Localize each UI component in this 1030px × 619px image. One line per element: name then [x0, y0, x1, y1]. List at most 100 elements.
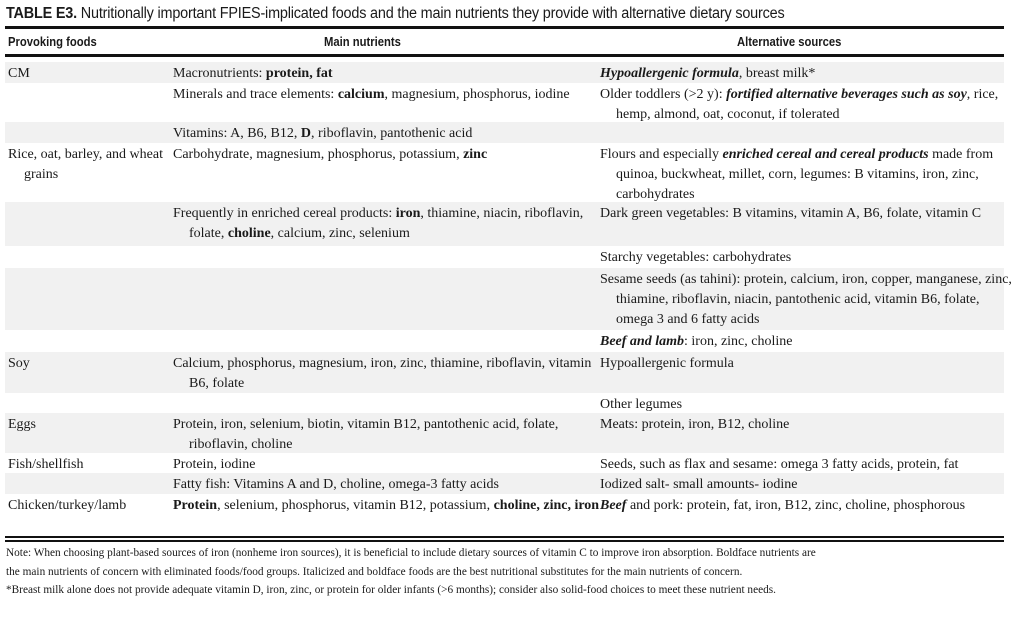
text-segment: Carbohydrate, magnesium, phosphorus, pot…	[173, 147, 464, 162]
text-segment: Protein, iodine	[173, 457, 256, 472]
text-segment: , calcium, zinc, selenium	[270, 226, 410, 241]
table-row: CM Macronutrients: protein, fat Hypoallerg…	[5, 62, 1004, 83]
table-row: Eggs Protein, iron, selenium, biotin, vit…	[5, 413, 1004, 453]
cell-provoking-food: Rice, oat, barley, and wheat grains	[8, 145, 174, 185]
table-notes: Note: When choosing plant-based sources …	[6, 544, 1006, 600]
table-row: Chicken/turkey/lamb Protein, selenium, ph…	[5, 494, 1004, 535]
text-segment: Macronutrients:	[173, 66, 266, 81]
text-segment: Hypoallergenic formula	[600, 356, 734, 371]
text-segment: Meats: protein, iron, B12, choline	[600, 417, 790, 432]
text-segment: iron	[395, 206, 421, 221]
cell-alternative-sources: Other legumes	[600, 395, 1020, 415]
text-segment: Protein	[173, 498, 218, 513]
table-row: Beef and lamb: iron, zinc, choline	[5, 330, 1004, 352]
text-segment: enriched cereal and cereal products	[722, 147, 929, 162]
table-title: TABLE E3. Nutritionally important FPIES-…	[6, 5, 785, 23]
table-row: Soy Calcium, phosphorus, magnesium, iron,…	[5, 352, 1004, 393]
text-segment: Sesame seeds (as tahini): protein, calci…	[600, 272, 1012, 327]
text-segment: protein, fat	[265, 66, 333, 81]
text-segment: : iron, zinc, choline	[684, 334, 793, 349]
text-segment: choline, zinc, iron	[493, 498, 600, 513]
text-segment: choline	[227, 226, 271, 241]
text-segment: Protein, iron, selenium, biotin, vitamin…	[173, 417, 559, 452]
text-segment: , selenium, phosphorus, vitamin B12, pot…	[217, 498, 494, 513]
text-segment: , magnesium, phosphorus, iodine	[384, 87, 570, 102]
note-line: *Breast milk alone does not provide adeq…	[6, 584, 776, 596]
cell-alternative-sources: Dark green vegetables: B vitamins, vitam…	[600, 204, 1020, 224]
cell-main-nutrients: Protein, iodine	[173, 455, 601, 475]
text-segment: Soy	[8, 356, 30, 371]
text-segment: Dark green vegetables: B vitamins, vitam…	[600, 206, 982, 221]
table-row: Frequently in enriched cereal products: …	[5, 202, 1004, 246]
text-segment: Calcium, phosphorus, magnesium, iron, zi…	[173, 356, 592, 391]
text-segment: Hypoallergenic formula	[600, 66, 739, 81]
text-segment: calcium	[337, 87, 385, 102]
text-segment: Older toddlers (>2 y):	[600, 87, 727, 102]
table-row: Fatty fish: Vitamins A and D, choline, o…	[5, 473, 1004, 494]
bottom-rule	[5, 536, 1004, 538]
cell-main-nutrients: Calcium, phosphorus, magnesium, iron, zi…	[173, 354, 601, 394]
header-alternative-sources: Alternative sources	[737, 35, 842, 49]
cell-provoking-food: Soy	[8, 354, 174, 374]
text-segment: Beef and lamb	[600, 334, 684, 349]
text-segment: Eggs	[8, 417, 36, 432]
cell-alternative-sources: Beef and pork: protein, fat, iron, B12, …	[600, 496, 1020, 516]
cell-alternative-sources: Beef and lamb: iron, zinc, choline	[600, 332, 1020, 352]
header-main-nutrients: Main nutrients	[324, 35, 401, 49]
table-row: Minerals and trace elements: calcium, ma…	[5, 83, 1004, 122]
text-segment: Fish/shellfish	[8, 457, 84, 472]
note-line: the main nutrients of concern with elimi…	[6, 565, 743, 578]
cell-alternative-sources: Hypoallergenic formula	[600, 354, 1020, 374]
header-rule	[5, 54, 1004, 57]
cell-main-nutrients: Frequently in enriched cereal products: …	[173, 204, 601, 244]
text-segment: , rice, hemp, almond, oat, coconut, if t…	[616, 87, 999, 122]
text-segment: D	[300, 126, 312, 141]
text-segment: Vitamins: A, B6, B12,	[173, 126, 301, 141]
table-label: TABLE E3.	[6, 5, 77, 22]
text-segment: Starchy vegetables: carbohydrates	[600, 250, 792, 265]
cell-provoking-food: CM	[8, 64, 174, 84]
table-row: Sesame seeds (as tahini): protein, calci…	[5, 268, 1012, 330]
text-segment: zinc	[463, 147, 488, 162]
cell-provoking-food: Fish/shellfish	[8, 455, 174, 475]
nutrient-table: CM Macronutrients: protein, fat Hypoallerg…	[5, 62, 1012, 535]
cell-alternative-sources: Sesame seeds (as tahini): protein, calci…	[600, 270, 1020, 330]
text-segment: Other legumes	[600, 397, 683, 412]
text-segment: Flours and especially	[600, 147, 723, 162]
text-segment: , riboflavin, pantothenic acid	[311, 126, 473, 141]
cell-alternative-sources: Hypoallergenic formula, breast milk*	[600, 64, 1020, 84]
text-segment: Minerals and trace elements:	[173, 87, 338, 102]
cell-main-nutrients: Protein, selenium, phosphorus, vitamin B…	[173, 496, 601, 516]
bottom-rule-2	[5, 540, 1004, 542]
text-segment: and pork: protein, fat, iron, B12, zinc,…	[626, 498, 966, 513]
text-segment: , thiamine, niacin, riboflavin, folate,	[189, 206, 584, 241]
cell-alternative-sources: Meats: protein, iron, B12, choline	[600, 415, 1020, 435]
text-segment: Rice, oat, barley, and wheat grains	[8, 147, 163, 182]
table-row: Other legumes	[5, 393, 1004, 413]
header-provoking-foods: Provoking foods	[8, 35, 97, 49]
text-segment: , breast milk*	[738, 66, 816, 81]
cell-alternative-sources: Seeds, such as flax and sesame: omega 3 …	[600, 455, 1020, 475]
table-row: Fish/shellfish Protein, iodine Seeds, such…	[5, 453, 1004, 473]
cell-main-nutrients: Vitamins: A, B6, B12, D, riboflavin, pan…	[173, 124, 601, 144]
text-segment: Frequently in enriched cereal products:	[173, 206, 396, 221]
table-row: Rice, oat, barley, and wheat grains Carbo…	[5, 143, 1004, 202]
cell-alternative-sources: Older toddlers (>2 y): fortified alterna…	[600, 85, 1020, 125]
text-segment: fortified alternative beverages such as …	[726, 87, 967, 102]
cell-provoking-food: Eggs	[8, 415, 174, 435]
table-row: Starchy vegetables: carbohydrates	[5, 246, 1004, 268]
cell-alternative-sources: Iodized salt- small amounts- iodine	[600, 475, 1020, 495]
text-segment: Beef	[600, 498, 627, 513]
table-caption: Nutritionally important FPIES-implicated…	[76, 5, 785, 22]
cell-main-nutrients: Protein, iron, selenium, biotin, vitamin…	[173, 415, 601, 455]
text-segment: Fatty fish: Vitamins A and D, choline, o…	[173, 477, 499, 492]
note-line: Note: When choosing plant-based sources …	[6, 547, 816, 559]
text-segment: Iodized salt- small amounts- iodine	[600, 477, 798, 492]
title-rule	[5, 26, 1004, 29]
cell-alternative-sources: Starchy vegetables: carbohydrates	[600, 248, 1020, 268]
cell-main-nutrients: Macronutrients: protein, fat	[173, 64, 601, 84]
text-segment: Chicken/turkey/lamb	[8, 498, 127, 513]
table-row: Vitamins: A, B6, B12, D, riboflavin, pan…	[5, 122, 1004, 143]
cell-main-nutrients: Minerals and trace elements: calcium, ma…	[173, 85, 601, 105]
cell-main-nutrients: Carbohydrate, magnesium, phosphorus, pot…	[173, 145, 601, 165]
